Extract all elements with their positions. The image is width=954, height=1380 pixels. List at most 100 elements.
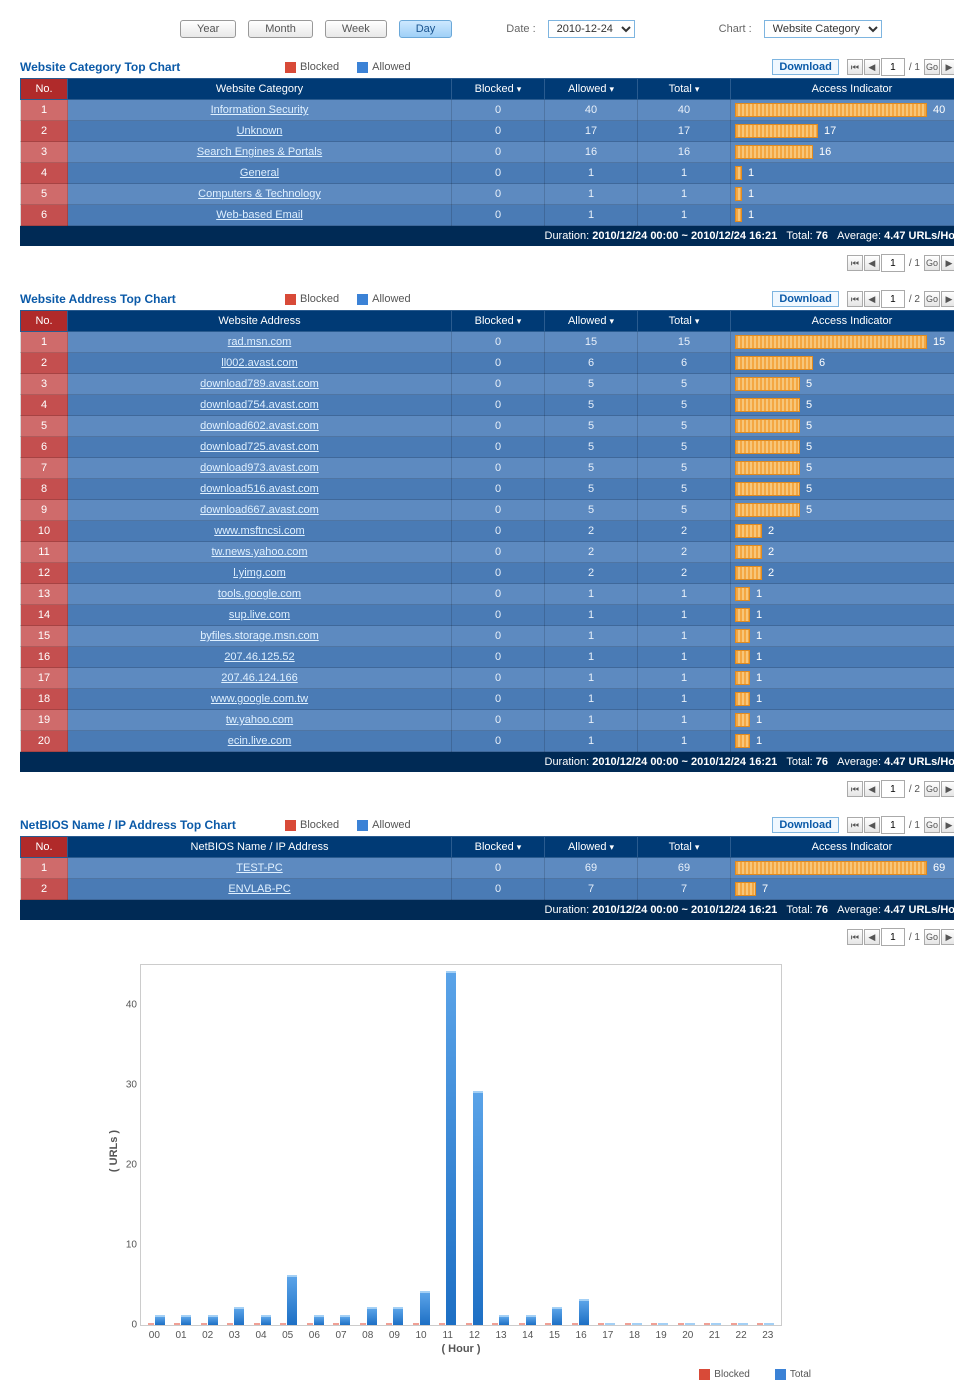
row-name: tools.google.com [68,584,452,605]
row-link[interactable]: ENVLAB-PC [228,883,290,895]
row-link[interactable]: TEST-PC [236,862,282,874]
bar-column [223,1307,250,1325]
row-link[interactable]: Information Security [211,104,309,116]
pager-page-input[interactable] [881,290,905,308]
col-no: No. [21,79,68,100]
table-row: 5 download602.avast.com 0 5 5 5 [21,416,954,437]
row-link[interactable]: download754.avast.com [200,399,319,411]
chart-select[interactable]: Website Category [764,20,882,38]
date-select[interactable]: 2010-12-24 [548,20,635,38]
row-link[interactable]: download667.avast.com [200,504,319,516]
pager-first[interactable]: ⏮ [847,781,863,797]
pager-first[interactable]: ⏮ [847,291,863,307]
row-link[interactable]: www.msftncsi.com [214,525,304,537]
col-blocked[interactable]: Blocked [452,837,545,858]
row-link[interactable]: download725.avast.com [200,441,319,453]
x-tick: 21 [701,1330,728,1341]
pager-first[interactable]: ⏮ [847,59,863,75]
row-link[interactable]: byfiles.storage.msn.com [200,630,319,642]
col-blocked[interactable]: Blocked [452,311,545,332]
row-link[interactable]: download516.avast.com [200,483,319,495]
row-link[interactable]: download789.avast.com [200,378,319,390]
row-link[interactable]: l.yimg.com [233,567,286,579]
pager-page-input[interactable] [881,816,905,834]
pager-go[interactable]: Go [924,929,940,945]
col-allowed[interactable]: Allowed [545,837,638,858]
col-total[interactable]: Total [638,837,731,858]
total-bar [738,1323,748,1325]
row-link[interactable]: tw.yahoo.com [226,714,293,726]
col-total[interactable]: Total [638,79,731,100]
table-row: 20 ecin.live.com 0 1 1 1 [21,731,954,752]
bar-column [620,1323,647,1325]
y-tick: 10 [126,1240,137,1251]
pager-next[interactable]: ▶ [941,781,954,797]
pager-next[interactable]: ▶ [941,59,954,75]
row-allowed: 1 [545,710,638,731]
download-button[interactable]: Download [772,291,839,307]
pager-page-input[interactable] [881,58,905,76]
pager-prev[interactable]: ◀ [864,781,880,797]
row-link[interactable]: sup.live.com [229,609,290,621]
col-blocked[interactable]: Blocked [452,79,545,100]
pager-page-input[interactable] [881,780,905,798]
blocked-bar [413,1323,419,1325]
row-link[interactable]: rad.msn.com [228,336,292,348]
tab-year[interactable]: Year [180,20,236,38]
pager-go[interactable]: Go [924,817,940,833]
row-link[interactable]: ecin.live.com [228,735,292,747]
row-link[interactable]: General [240,167,279,179]
pager-prev[interactable]: ◀ [864,929,880,945]
col-total[interactable]: Total [638,311,731,332]
pager-go[interactable]: Go [924,291,940,307]
row-name: download725.avast.com [68,437,452,458]
tab-week[interactable]: Week [325,20,387,38]
chart-x-label: ( Hour ) [441,1343,480,1355]
pager-page-input[interactable] [881,254,905,272]
row-indicator: 69 [731,858,954,879]
pager-prev[interactable]: ◀ [864,291,880,307]
x-tick: 22 [728,1330,755,1341]
pager-go[interactable]: Go [924,255,940,271]
row-link[interactable]: 207.46.125.52 [224,651,294,663]
bar-column [435,971,462,1325]
pager-first[interactable]: ⏮ [847,817,863,833]
tab-month[interactable]: Month [248,20,313,38]
col-allowed[interactable]: Allowed [545,79,638,100]
pager-next[interactable]: ▶ [941,817,954,833]
row-link[interactable]: ll002.avast.com [221,357,297,369]
bar-column [594,1323,621,1325]
pager-go[interactable]: Go [924,781,940,797]
pager-go[interactable]: Go [924,59,940,75]
download-button[interactable]: Download [772,817,839,833]
tab-day[interactable]: Day [399,20,453,38]
pager-prev[interactable]: ◀ [864,59,880,75]
table-row: 7 download973.avast.com 0 5 5 5 [21,458,954,479]
table-row: 1 Information Security 0 40 40 40 [21,100,954,121]
row-indicator: 1 [731,668,954,689]
row-total: 1 [638,710,731,731]
row-link[interactable]: Search Engines & Portals [197,146,322,158]
row-link[interactable]: tw.news.yahoo.com [212,546,308,558]
pager-next[interactable]: ▶ [941,929,954,945]
row-link[interactable]: download973.avast.com [200,462,319,474]
row-no: 4 [21,163,68,184]
row-link[interactable]: tools.google.com [218,588,301,600]
pager-first[interactable]: ⏮ [847,255,863,271]
row-link[interactable]: download602.avast.com [200,420,319,432]
download-button[interactable]: Download [772,59,839,75]
col-allowed[interactable]: Allowed [545,311,638,332]
row-link[interactable]: 207.46.124.166 [221,672,297,684]
row-link[interactable]: Web-based Email [216,209,303,221]
row-link[interactable]: Unknown [237,125,283,137]
pager-first[interactable]: ⏮ [847,929,863,945]
pager-prev[interactable]: ◀ [864,817,880,833]
row-link[interactable]: www.google.com.tw [211,693,308,705]
pager-next[interactable]: ▶ [941,255,954,271]
row-indicator: 2 [731,563,954,584]
row-link[interactable]: Computers & Technology [198,188,321,200]
pager-prev[interactable]: ◀ [864,255,880,271]
row-name: www.msftncsi.com [68,521,452,542]
pager-page-input[interactable] [881,928,905,946]
pager-next[interactable]: ▶ [941,291,954,307]
